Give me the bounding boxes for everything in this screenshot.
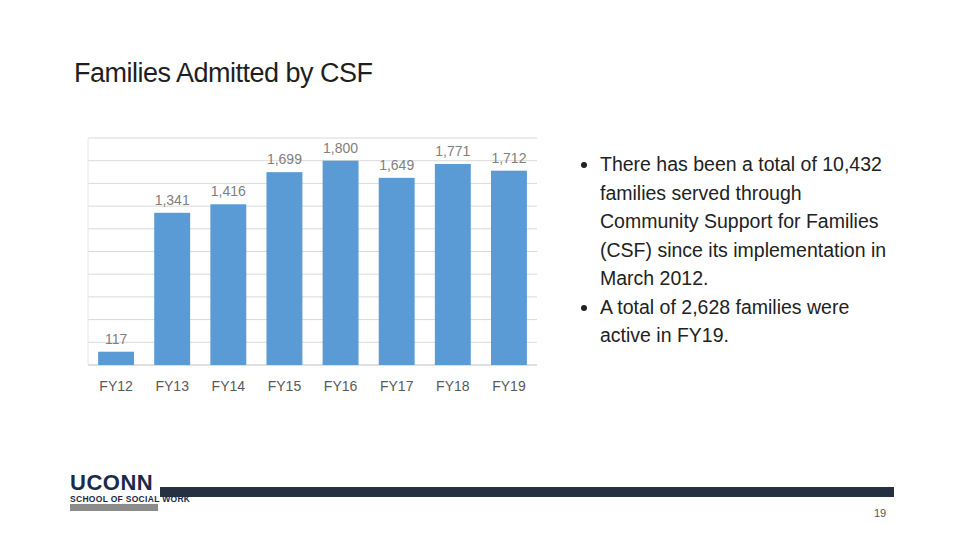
- data-label: 117: [105, 331, 128, 347]
- footer-bar: [160, 487, 894, 497]
- data-label: 1,649: [379, 157, 414, 173]
- x-tick-label: FY19: [492, 378, 526, 394]
- x-tick-label: FY17: [380, 378, 414, 394]
- bullet-list: There has been a total of 10,432 familie…: [578, 150, 900, 350]
- data-label: 1,771: [435, 143, 470, 159]
- bar: [210, 204, 246, 365]
- bar: [154, 213, 190, 365]
- slide: {"chart_data": {"type": "bar", "title": …: [0, 0, 960, 540]
- x-tick-label: FY16: [324, 378, 358, 394]
- grid-line: [88, 138, 537, 139]
- bar: [491, 171, 527, 365]
- data-label: 1,712: [491, 150, 526, 166]
- bar: [266, 172, 302, 365]
- logo: UCONN: [70, 470, 153, 496]
- bar: [435, 164, 471, 365]
- bar: [98, 352, 134, 365]
- bullet: A total of 2,628 families were active in…: [600, 293, 900, 350]
- page-number: 19: [874, 507, 886, 519]
- x-tick-label: FY18: [436, 378, 470, 394]
- bar: [379, 178, 415, 365]
- title: Families Admitted by CSF: [74, 58, 373, 89]
- chart: 117 FY12 1,341 FY13 1,416 FY14 1,699 FY15 1,800 F…: [0, 0, 960, 540]
- data-label: 1,699: [267, 151, 302, 167]
- data-label: 1,800: [323, 140, 358, 156]
- logo-subtitle: SCHOOL OF SOCIAL WORK: [70, 494, 190, 504]
- y-axis-line: [88, 138, 89, 365]
- x-tick-label: FY12: [99, 378, 133, 394]
- grid-line: [88, 160, 537, 161]
- bars: [98, 161, 527, 365]
- x-tick-label: FY14: [212, 378, 246, 394]
- logo-strip: [70, 504, 158, 511]
- data-label: 1,341: [155, 192, 190, 208]
- x-tick-label: FY15: [268, 378, 302, 394]
- data-label: 1,416: [211, 183, 246, 199]
- bar: [323, 161, 359, 365]
- x-tick-label: FY13: [155, 378, 189, 394]
- bullet: There has been a total of 10,432 familie…: [600, 150, 900, 293]
